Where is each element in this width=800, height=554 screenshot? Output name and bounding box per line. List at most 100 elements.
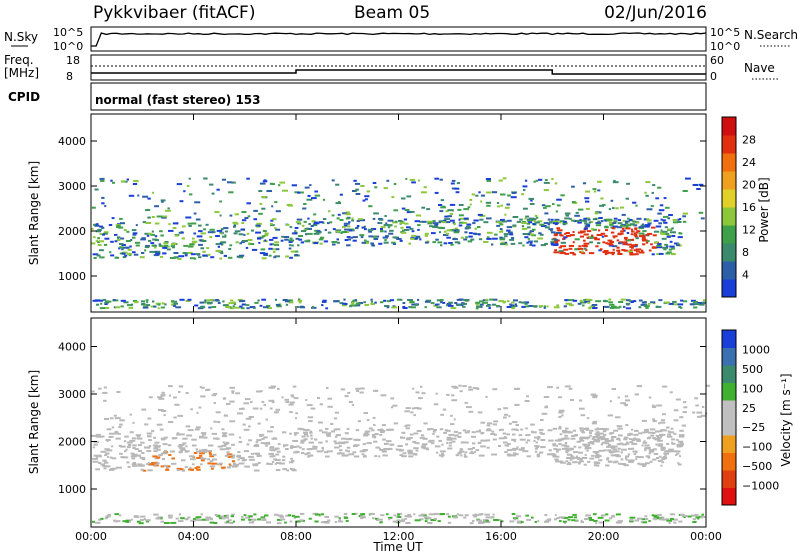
data-cell: [425, 448, 430, 451]
data-cell: [558, 250, 564, 253]
data-cell: [472, 447, 476, 449]
data-cell: [173, 300, 178, 303]
data-cell: [173, 416, 177, 419]
data-cell: [642, 441, 648, 444]
data-cell: [568, 247, 573, 250]
data-cell: [624, 222, 629, 225]
data-cell: [299, 305, 304, 308]
data-cell: [312, 306, 314, 308]
data-cell: [382, 454, 388, 457]
data-cell: [371, 517, 375, 520]
data-cell: [303, 203, 307, 205]
data-cell: [607, 251, 613, 254]
data-cell: [580, 219, 586, 222]
data-cell: [574, 248, 578, 251]
data-cell: [228, 256, 233, 259]
data-cell: [553, 220, 558, 223]
data-cell: [603, 299, 607, 302]
data-cell: [692, 411, 696, 414]
data-cell: [322, 299, 327, 302]
data-cell: [274, 255, 280, 258]
data-cell: [626, 232, 630, 234]
data-cell: [409, 301, 415, 304]
noise-left-tick-top: 10^5: [53, 26, 83, 39]
data-cell: [598, 229, 601, 232]
data-cell: [571, 185, 575, 188]
data-cell: [641, 301, 647, 304]
data-cell: [241, 303, 247, 306]
data-cell: [556, 460, 562, 463]
data-cell: [620, 224, 625, 227]
data-cell: [600, 436, 604, 439]
data-cell: [274, 447, 280, 450]
data-cell: [388, 232, 394, 235]
data-cell: [541, 204, 546, 207]
data-cell: [95, 230, 101, 233]
data-cell: [338, 520, 344, 523]
data-cell: [226, 466, 231, 469]
data-cell: [335, 230, 340, 233]
data-cell: [155, 517, 161, 520]
data-cell: [334, 442, 341, 445]
data-cell: [630, 233, 634, 236]
data-cell: [611, 227, 616, 230]
data-cell: [151, 462, 154, 464]
data-cell: [414, 407, 419, 409]
data-cell: [572, 253, 577, 256]
data-cell: [640, 303, 646, 306]
data-cell: [665, 426, 670, 429]
cpid-label: CPID: [8, 90, 40, 104]
data-cell: [293, 432, 299, 435]
data-cell: [147, 462, 150, 465]
data-cell: [486, 424, 491, 427]
data-cell: [161, 452, 168, 455]
data-cell: [146, 432, 153, 435]
data-cell: [330, 450, 333, 453]
data-cell: [612, 448, 618, 451]
data-cell: [644, 444, 650, 447]
data-cell: [335, 183, 340, 186]
data-cell: [243, 402, 250, 405]
data-cell: [357, 420, 361, 423]
data-cell: [447, 447, 453, 450]
data-cell: [221, 178, 226, 181]
colorbar-tick-label: 500: [742, 363, 763, 376]
data-cell: [164, 241, 169, 243]
data-cell: [511, 306, 514, 309]
data-cell: [431, 442, 435, 445]
colorbar-swatch: [722, 417, 736, 436]
data-cell: [93, 454, 100, 457]
data-cell: [634, 235, 638, 238]
data-cell: [164, 303, 167, 306]
data-cell: [146, 520, 150, 523]
data-cell: [587, 441, 594, 444]
data-cell: [112, 299, 116, 301]
data-cell: [484, 521, 491, 524]
data-cell: [556, 227, 561, 230]
data-cell: [153, 447, 158, 450]
data-cell: [551, 178, 554, 180]
data-cell: [584, 298, 591, 301]
data-cell: [531, 228, 536, 231]
data-cell: [290, 457, 294, 460]
data-cell: [601, 441, 607, 444]
data-cell: [185, 392, 189, 394]
data-cell: [275, 459, 281, 462]
data-cell: [158, 454, 163, 457]
data-cell: [538, 428, 544, 431]
data-cell: [427, 428, 431, 431]
data-cell: [528, 221, 533, 224]
data-cell: [126, 441, 133, 444]
data-cell: [588, 221, 592, 224]
data-cell: [246, 307, 250, 310]
data-cell: [162, 443, 168, 446]
data-cell: [174, 403, 180, 406]
data-cell: [611, 251, 615, 254]
data-cell: [631, 447, 635, 450]
data-cell: [415, 449, 419, 452]
data-cell: [109, 456, 113, 459]
data-cell: [590, 221, 594, 223]
data-cell: [185, 518, 189, 521]
data-cell: [209, 460, 214, 463]
